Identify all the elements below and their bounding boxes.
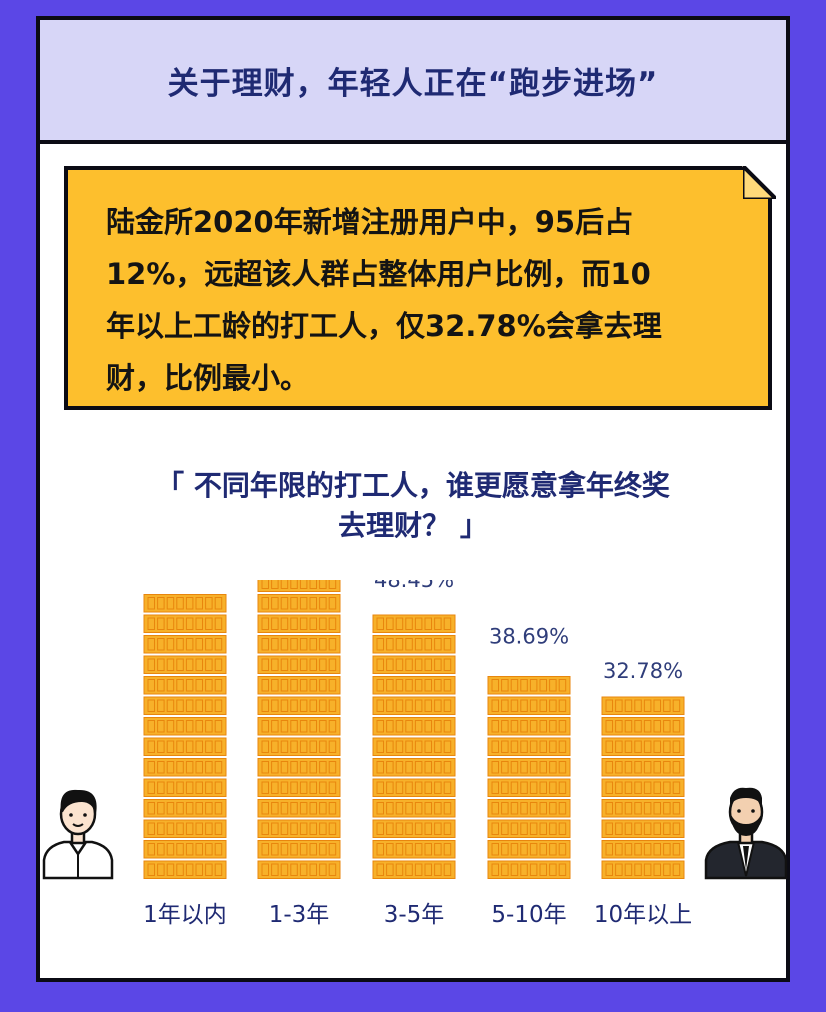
bar: [601, 696, 685, 879]
corner-fold-icon: [743, 166, 776, 199]
callout-box: 陆金所2020年新增注册用户中，95后占 12%，远超该人群占整体用户比例，而1…: [64, 166, 772, 410]
callout-line: 财，比例最小。: [106, 361, 310, 395]
infographic-frame: 关于理财，年轻人正在“跑步进场” 陆金所2020年新增注册用户中，95后占 12…: [36, 16, 790, 982]
value-label: 50.03%: [145, 580, 225, 583]
chart-question: 「 不同年限的打工人，谁更愿意拿年终奖 去理财？ 」: [40, 466, 786, 546]
bar: [143, 594, 227, 879]
category-label: 1-3年: [269, 902, 330, 928]
bearded-man-icon: [704, 787, 788, 880]
value-label: 48.45%: [374, 580, 454, 592]
page-title: 关于理财，年轻人正在“跑步进场”: [167, 65, 659, 102]
value-label: 32.78%: [603, 659, 683, 683]
value-label: 38.69%: [489, 625, 569, 649]
bar: [257, 580, 341, 879]
question-line: 去理财？ 」: [338, 509, 488, 542]
question-line: 「 不同年限的打工人，谁更愿意拿年终奖: [156, 469, 670, 502]
category-label: 10年以上: [594, 902, 692, 928]
category-label: 3-5年: [384, 902, 445, 928]
category-label: 5-10年: [491, 902, 566, 928]
callout-text: 陆金所2020年新增注册用户中，95后占 12%，远超该人群占整体用户比例，而1…: [106, 196, 746, 404]
young-man-icon: [42, 789, 114, 880]
bar: [372, 614, 456, 879]
category-label: 1年以内: [143, 902, 227, 928]
bar: [487, 676, 571, 879]
header-bar: 关于理财，年轻人正在“跑步进场”: [40, 20, 786, 144]
callout-line: 陆金所2020年新增注册用户中，95后占: [106, 205, 634, 239]
callout-line: 年以上工龄的打工人，仅32.78%会拿去理: [106, 309, 662, 343]
bar-chart: 50.03%1年以内54.04%1-3年48.45%3-5年38.69%5-10…: [143, 580, 692, 928]
callout-line: 12%，远超该人群占整体用户比例，而10: [106, 257, 651, 291]
